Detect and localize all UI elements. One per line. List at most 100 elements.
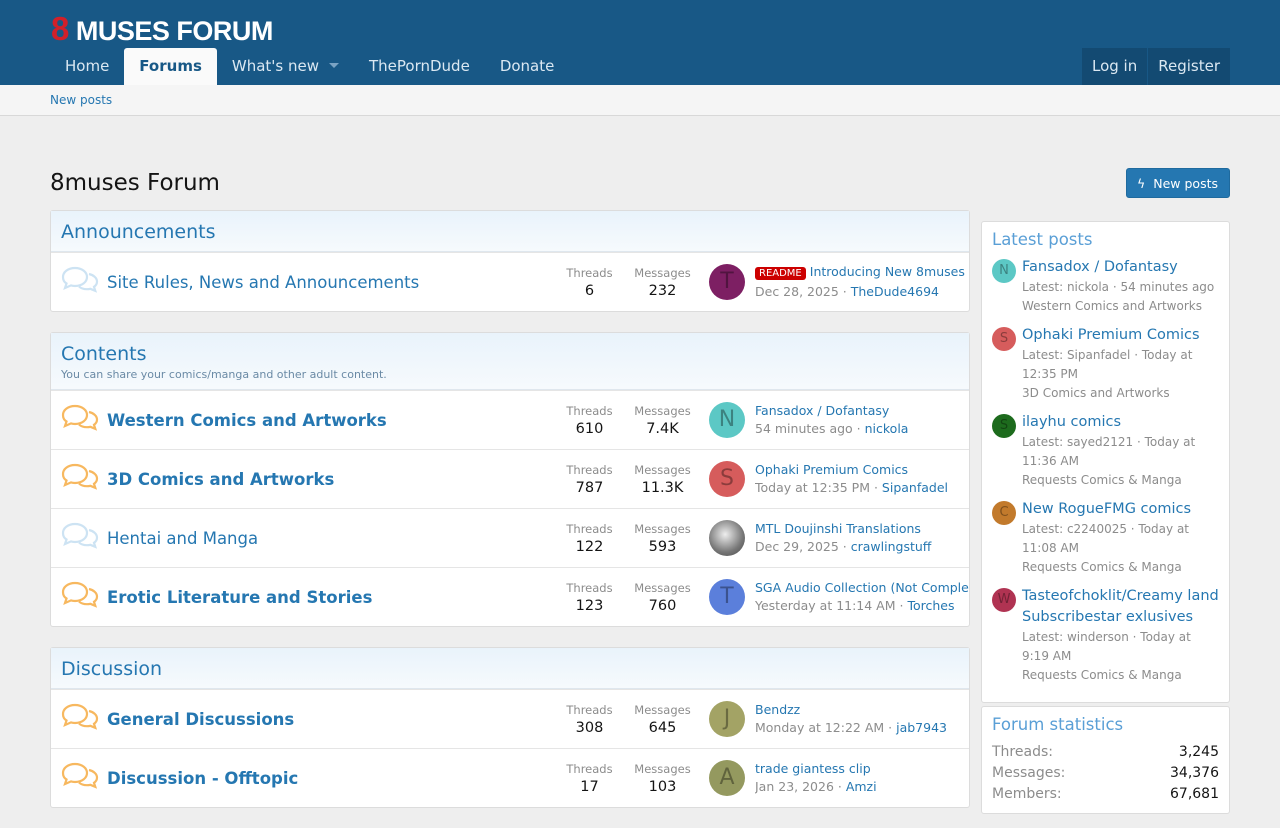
avatar[interactable]: S [709, 461, 745, 497]
latest-post-forum[interactable]: Western Comics and Artworks [1022, 299, 1202, 313]
last-post: N Fansadox / Dofantasy 54 minutes ago · … [699, 402, 969, 438]
last-post-user[interactable]: Torches [907, 598, 955, 613]
last-post-user[interactable]: Sipanfadel [881, 480, 948, 495]
last-post-title[interactable]: Introducing New 8muses ... [809, 264, 969, 279]
last-post-user[interactable]: crawlingstuff [850, 539, 932, 554]
forum-unread-icon[interactable] [51, 462, 107, 496]
threads-stat: Threads 6 [553, 265, 626, 299]
latest-post-forum[interactable]: Requests Comics & Manga [1022, 560, 1182, 574]
last-post-title[interactable]: Fansadox / Dofantasy [755, 403, 890, 418]
last-post-title[interactable]: trade giantess clip [755, 761, 871, 776]
latest-post-forum[interactable]: Requests Comics & Manga [1022, 668, 1182, 682]
latest-post-item: N Fansadox / Dofantasy Latest: nickola · 5… [992, 257, 1219, 316]
threads-count: 123 [575, 598, 604, 614]
forum-title[interactable]: 3D Comics and Artworks [107, 469, 335, 489]
nav-tab-donate[interactable]: Donate [485, 48, 570, 85]
last-post: A trade giantess clip Jan 23, 2026 · Amz… [699, 760, 969, 796]
forum-title[interactable]: Western Comics and Artworks [107, 410, 387, 430]
latest-post-forum[interactable]: 3D Comics and Artworks [1022, 386, 1170, 400]
last-post-user[interactable]: Amzi [845, 779, 877, 794]
latest-post-forum[interactable]: Requests Comics & Manga [1022, 473, 1182, 487]
forum-unread-icon[interactable] [51, 580, 107, 614]
avatar[interactable]: T [709, 264, 745, 300]
latest-post-title[interactable]: Fansadox / Dofantasy [1022, 259, 1178, 275]
threads-label: Threads [566, 463, 613, 477]
last-post-title[interactable]: MTL Doujinshi Translations [755, 521, 921, 536]
register-link[interactable]: Register [1147, 48, 1230, 85]
forum-title[interactable]: Erotic Literature and Stories [107, 587, 373, 607]
threads-count: 610 [575, 421, 604, 437]
latest-posts-title[interactable]: Latest posts [992, 230, 1093, 249]
threads-label: Threads [566, 522, 613, 536]
login-link[interactable]: Log in [1081, 48, 1147, 85]
messages-label: Messages [634, 463, 691, 477]
last-post-user[interactable]: nickola [864, 421, 909, 436]
category-title[interactable]: Announcements [61, 221, 216, 243]
forum-title[interactable]: Discussion - Offtopic [107, 768, 299, 788]
new-posts-link[interactable]: New posts [50, 93, 113, 107]
category-header: Discussion [51, 648, 969, 689]
messages-count: 645 [648, 720, 677, 736]
forum-title[interactable]: Site Rules, News and Announcements [107, 272, 420, 292]
threads-count: 308 [575, 720, 604, 736]
messages-label: Messages [634, 581, 691, 595]
site-logo[interactable]: 8 MUSES FORUM [51, 10, 273, 48]
page-title: 8muses Forum [50, 170, 220, 196]
avatar[interactable]: W [992, 588, 1016, 612]
avatar[interactable]: S [992, 327, 1016, 351]
category-header: Contents You can share your comics/manga … [51, 333, 969, 390]
nav-tab-label: Home [65, 57, 110, 75]
forum-read-icon[interactable] [51, 521, 107, 555]
messages-label: Messages [634, 404, 691, 418]
forum-unread-icon[interactable] [51, 702, 107, 736]
forum-unread-icon[interactable] [51, 761, 107, 795]
avatar[interactable]: N [709, 402, 745, 438]
avatar[interactable]: A [709, 760, 745, 796]
latest-post-item: C New RogueFMG comics Latest: c2240025 · T… [992, 499, 1219, 577]
chevron-down-icon[interactable] [329, 63, 339, 73]
category-title[interactable]: Discussion [61, 658, 163, 680]
latest-post-title[interactable]: Ophaki Premium Comics [1022, 327, 1200, 343]
new-posts-button[interactable]: ϟ New posts [1126, 168, 1230, 198]
category-header: Announcements [51, 211, 969, 252]
threads-stat: Threads 610 [553, 403, 626, 437]
forum-read-icon[interactable] [51, 265, 107, 299]
last-post-title[interactable]: Ophaki Premium Comics [755, 462, 909, 477]
last-post-user[interactable]: jab7943 [896, 720, 947, 735]
nav-tab-forums[interactable]: Forums [124, 48, 217, 85]
forum-title[interactable]: General Discussions [107, 709, 295, 729]
logo-text: MUSES FORUM [75, 16, 274, 46]
avatar[interactable]: T [709, 579, 745, 615]
threads-stat: Threads 17 [553, 761, 626, 795]
last-post-title[interactable]: SGA Audio Collection (Not Complet... [755, 580, 969, 595]
avatar[interactable]: J [709, 701, 745, 737]
latest-post-title[interactable]: Tasteofchoklit/Creamy land Subscribestar… [1022, 588, 1219, 625]
threads-label: Threads [566, 762, 613, 776]
stat-label: Threads: [992, 744, 1053, 760]
latest-post-title[interactable]: New RogueFMG comics [1022, 501, 1192, 517]
category-description: You can share your comics/manga and othe… [61, 368, 387, 381]
forum-unread-icon[interactable] [51, 403, 107, 437]
avatar[interactable] [709, 520, 745, 556]
latest-post-title[interactable]: ilayhu comics [1022, 414, 1122, 430]
threads-label: Threads [566, 266, 613, 280]
latest-post-meta: Latest: sayed2121 · Today at 11:36 AM [1022, 435, 1196, 468]
avatar[interactable]: S [992, 414, 1016, 438]
threads-label: Threads [566, 581, 613, 595]
forum-row: Hentai and Manga Threads 122 Messages 593 … [51, 508, 969, 567]
last-post-user[interactable]: TheDude4694 [850, 284, 939, 299]
category-title[interactable]: Contents [61, 343, 147, 365]
messages-stat: Messages 760 [626, 580, 699, 614]
last-post-title[interactable]: Bendzz [755, 702, 801, 717]
nav-tab-label: Forums [139, 57, 202, 75]
nav-tab-home[interactable]: Home [50, 48, 124, 85]
avatar[interactable]: N [992, 259, 1016, 283]
avatar[interactable]: C [992, 501, 1016, 525]
site-header: 8 MUSES FORUM Home Forums What's new ThePor… [0, 0, 1280, 85]
readme-badge: README [755, 267, 806, 280]
forum-title[interactable]: Hentai and Manga [107, 528, 259, 548]
forum-statistics-title[interactable]: Forum statistics [992, 715, 1124, 734]
nav-tab-theporndude[interactable]: ThePornDude [354, 48, 485, 85]
nav-tab-what-s-new[interactable]: What's new [217, 48, 354, 85]
forum-row: Discussion - Offtopic Threads 17 Messages… [51, 748, 969, 807]
